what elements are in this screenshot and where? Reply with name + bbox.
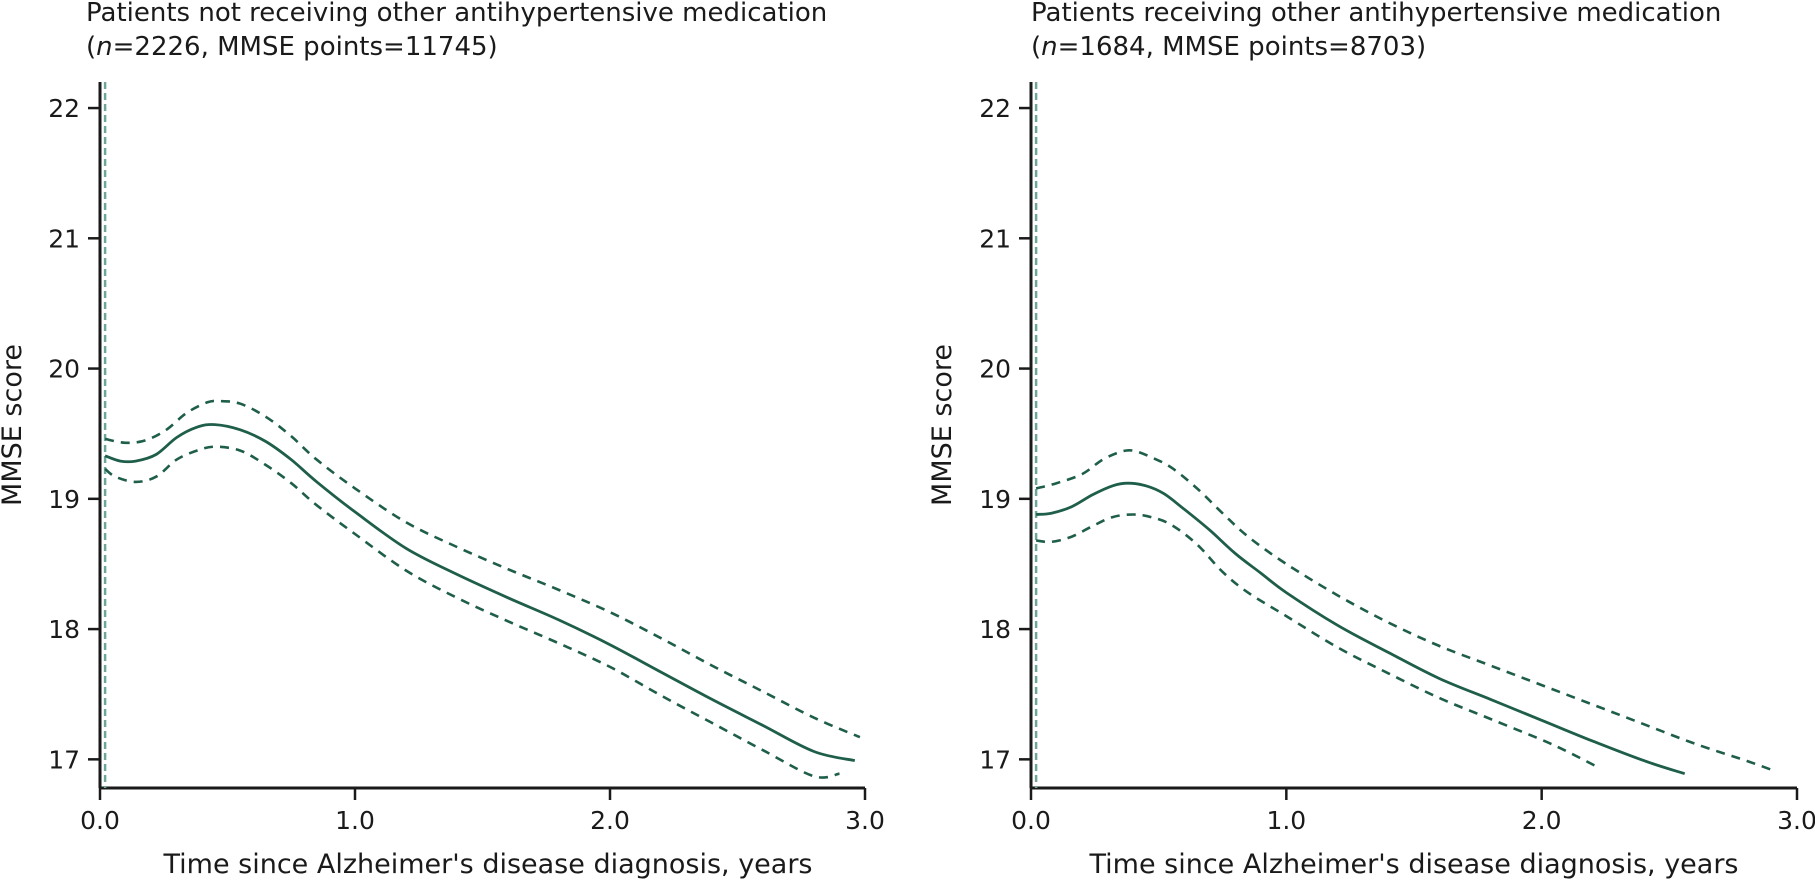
- left-panel-title-open-paren: (: [86, 32, 96, 62]
- right-x-tick-label-1.0: 1.0: [1266, 806, 1306, 835]
- left-plot-layer: [103, 82, 861, 788]
- right-panel-title-line2: (n=1684, MMSE points=8703): [1031, 32, 1426, 62]
- right-y-tick-label-20: 20: [979, 355, 1011, 384]
- left-y-tick-label-19: 19: [48, 485, 80, 514]
- right-y-tick-label-22: 22: [979, 94, 1011, 123]
- right-x-tick-label-3.0: 3.0: [1777, 806, 1815, 835]
- left-x-tick-label-0.0: 0.0: [80, 806, 120, 835]
- right-y-tick-label-21: 21: [979, 224, 1011, 253]
- right-y-axis-label: MMSE score: [927, 344, 958, 506]
- left-x-axis-label: Time since Alzheimer's disease diagnosis…: [162, 849, 812, 880]
- left-y-tick-label-20: 20: [48, 355, 80, 384]
- right-panel-title-counts: =1684, MMSE points=8703): [1058, 32, 1427, 62]
- left-y-tick-label-18: 18: [48, 615, 80, 644]
- right-panel-title-open-paren: (: [1031, 32, 1041, 62]
- left-mean-line: [104, 423, 856, 762]
- right-mean-line: [1035, 481, 1686, 776]
- right-y-tick-label-17: 17: [979, 745, 1011, 774]
- right-plot-layer: [1034, 82, 1772, 788]
- right-y-tick-label-19: 19: [979, 485, 1011, 514]
- right-x-tick-label-0.0: 0.0: [1011, 806, 1051, 835]
- left-panel: Patients not receiving other antihyperte…: [0, 0, 885, 880]
- left-tick-layer: 17 18 19 20 21 22 0.0 1.0 2.0 3.0: [48, 82, 885, 835]
- left-upper-ci-line: [104, 399, 861, 739]
- right-x-tick-label-2.0: 2.0: [1522, 806, 1562, 835]
- left-lower-ci-line: [104, 445, 840, 779]
- left-panel-title-line1: Patients not receiving other antihyperte…: [86, 0, 827, 28]
- right-panel-title-n-symbol: n: [1041, 32, 1057, 62]
- left-y-tick-label-21: 21: [48, 224, 80, 253]
- left-x-tick-label-2.0: 2.0: [590, 806, 630, 835]
- right-y-tick-label-18: 18: [979, 615, 1011, 644]
- left-y-tick-label-17: 17: [48, 745, 80, 774]
- right-x-axis-label: Time since Alzheimer's disease diagnosis…: [1088, 849, 1738, 880]
- left-panel-title-n-symbol: n: [96, 32, 112, 62]
- right-panel-title-line1: Patients receiving other antihypertensiv…: [1031, 0, 1721, 28]
- left-panel-title-counts: =2226, MMSE points=11745): [113, 32, 498, 62]
- right-lower-ci-line: [1035, 513, 1602, 770]
- left-x-tick-label-1.0: 1.0: [335, 806, 375, 835]
- right-upper-ci-line: [1035, 448, 1772, 772]
- right-tick-layer: 17 18 19 20 21 22 0.0 1.0 2.0 3.0: [979, 82, 1815, 835]
- left-x-tick-label-3.0: 3.0: [845, 806, 885, 835]
- right-panel: Patients receiving other antihypertensiv…: [927, 0, 1815, 880]
- left-y-tick-label-22: 22: [48, 94, 80, 123]
- left-panel-title-line2: (n=2226, MMSE points=11745): [86, 32, 498, 62]
- left-y-axis-label: MMSE score: [0, 344, 28, 506]
